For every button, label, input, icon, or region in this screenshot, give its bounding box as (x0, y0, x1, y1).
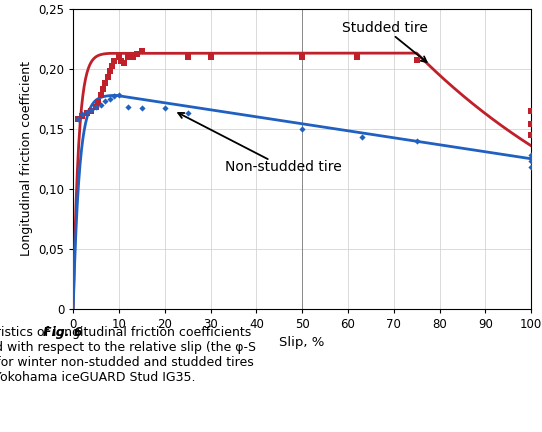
Point (128, 53, 137, 60)
Point (527, 154, 535, 161)
Point (527, 131, 535, 138)
Point (114, 53, 123, 60)
Point (78, 111, 87, 118)
Point (124, 104, 132, 111)
Point (124, 53, 132, 60)
Point (87, 106, 96, 113)
Point (92, 104, 100, 111)
Point (101, 79, 109, 86)
Point (106, 68, 114, 75)
Point (99, 86, 107, 92)
Text: Non-studded tire: Non-studded tire (178, 113, 342, 175)
Point (160, 105, 169, 112)
Point (117, 58, 126, 65)
Point (82, 110, 91, 117)
Point (78, 112, 87, 119)
Point (94, 99, 102, 106)
Point (412, 57, 421, 64)
Point (353, 53, 362, 60)
Y-axis label: Longitudinal friction coefficient: Longitudinal friction coefficient (20, 61, 33, 256)
Point (73, 116, 82, 123)
Point (110, 58, 119, 65)
Point (183, 53, 192, 60)
Point (206, 53, 215, 60)
Point (103, 73, 112, 80)
Point (138, 47, 146, 54)
Point (133, 51, 141, 58)
Point (87, 107, 96, 114)
Text: Studded tire: Studded tire (341, 21, 428, 62)
X-axis label: Slip, %: Slip, % (280, 337, 325, 349)
Point (96, 92, 105, 98)
Point (357, 133, 366, 140)
Point (82, 108, 91, 115)
Point (527, 121, 535, 127)
Point (110, 93, 119, 100)
Point (106, 95, 114, 102)
Point (412, 137, 421, 144)
Text: Fig. 6: Fig. 6 (43, 326, 83, 339)
Point (527, 164, 535, 171)
Point (527, 107, 535, 114)
Text: Characteristics of longitudinal friction coefficients
on ice road with respect t: Characteristics of longitudinal friction… (0, 326, 256, 384)
Point (73, 116, 82, 123)
Point (101, 98, 109, 105)
Point (298, 53, 306, 60)
Point (108, 63, 117, 70)
Point (298, 125, 306, 132)
Point (527, 158, 535, 165)
Point (183, 110, 192, 117)
Point (92, 104, 100, 111)
Point (527, 152, 535, 159)
Point (96, 101, 105, 108)
Point (138, 105, 146, 112)
Point (114, 92, 123, 98)
Point (119, 59, 128, 66)
